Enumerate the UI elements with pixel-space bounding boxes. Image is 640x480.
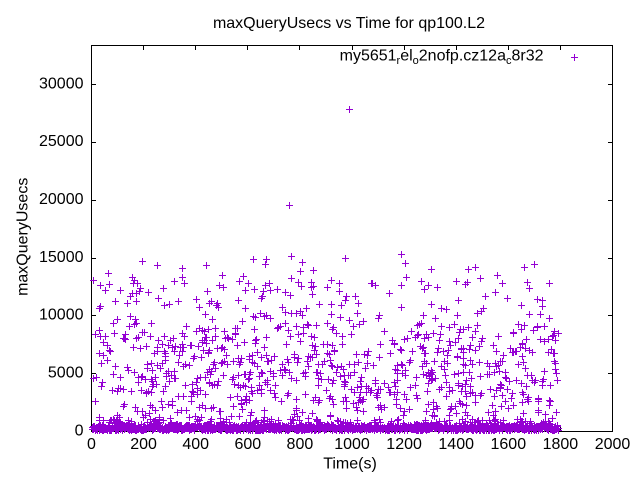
svg-text:1200: 1200 [386, 436, 422, 453]
svg-text:400: 400 [182, 436, 209, 453]
svg-text:0: 0 [75, 422, 84, 439]
svg-text:1600: 1600 [491, 436, 527, 453]
svg-text:5000: 5000 [48, 365, 84, 382]
svg-text:maxQueryUsecs: maxQueryUsecs [15, 178, 32, 296]
svg-text:my5651relo2nofp.cz12ac8r32: my5651relo2nofp.cz12ac8r32 [340, 48, 544, 67]
svg-text:15000: 15000 [39, 249, 84, 266]
svg-text:1400: 1400 [438, 436, 474, 453]
svg-text:800: 800 [287, 436, 314, 453]
svg-text:Time(s): Time(s) [323, 456, 377, 473]
svg-text:1000: 1000 [334, 436, 370, 453]
svg-text:20000: 20000 [39, 191, 84, 208]
svg-text:600: 600 [234, 436, 261, 453]
svg-text:10000: 10000 [39, 307, 84, 324]
svg-text:0: 0 [87, 436, 96, 453]
svg-text:maxQueryUsecs vs Time for qp10: maxQueryUsecs vs Time for qp100.L2 [213, 15, 485, 32]
svg-text:2000: 2000 [595, 436, 631, 453]
svg-text:200: 200 [130, 436, 157, 453]
svg-text:1800: 1800 [543, 436, 579, 453]
svg-text:30000: 30000 [39, 75, 84, 92]
svg-text:25000: 25000 [39, 133, 84, 150]
